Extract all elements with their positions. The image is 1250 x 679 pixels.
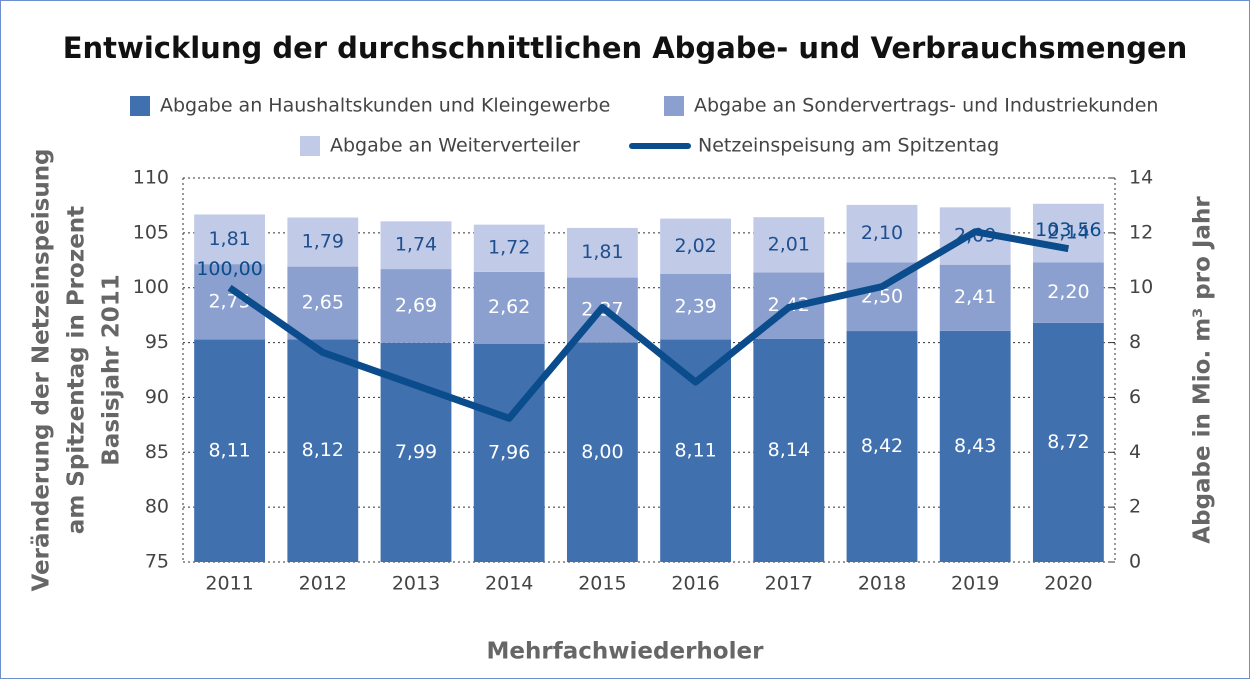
- data-label: 103,56: [1035, 219, 1101, 241]
- data-label: 100,00: [196, 258, 262, 280]
- data-label: 8,11: [674, 439, 716, 461]
- y2-tick-label: 2: [1129, 496, 1141, 518]
- x-tick-label: 2014: [485, 573, 533, 595]
- bar-segment: [287, 266, 359, 340]
- data-label: 2,02: [674, 235, 716, 257]
- y2-tick-label: 6: [1129, 386, 1141, 408]
- bar-segment: [473, 343, 545, 562]
- y2-tick-label: 14: [1129, 167, 1153, 189]
- data-label: 2,39: [674, 295, 716, 317]
- bar-segment: [753, 217, 825, 273]
- data-label: 2,41: [954, 286, 996, 308]
- bar-segment: [473, 224, 545, 272]
- bar-segment: [287, 217, 359, 267]
- data-label: 1,72: [488, 237, 530, 259]
- data-label: 2,62: [488, 296, 530, 318]
- y-tick-label: 110: [133, 167, 169, 189]
- x-tick-label: 2017: [765, 573, 813, 595]
- x-tick-label: 2011: [205, 573, 253, 595]
- x-tick-label: 2020: [1044, 573, 1092, 595]
- data-label: 1,81: [581, 241, 623, 263]
- legend-swatch: [664, 96, 684, 116]
- bar-segment: [1032, 203, 1104, 263]
- y-tick-label: 95: [145, 331, 169, 353]
- legend-label: Abgabe an Sondervertrags- und Industriek…: [694, 95, 1158, 117]
- y-tick-label: 105: [133, 221, 169, 243]
- data-label: 8,43: [954, 435, 996, 457]
- x-tick-label: 2015: [578, 573, 626, 595]
- data-label: 8,11: [208, 439, 250, 461]
- data-label: 2,10: [861, 222, 903, 244]
- bar-segment: [380, 269, 452, 343]
- y-tick-label: 85: [145, 441, 169, 463]
- y-tick-label: 80: [145, 496, 169, 518]
- data-label: 8,12: [302, 439, 344, 461]
- y-axis-label: Veränderung der Netzeinspeisung: [29, 148, 55, 591]
- bar-segment: [287, 339, 359, 562]
- bar-segment: [380, 221, 452, 270]
- data-label: 8,00: [581, 441, 623, 463]
- y-tick-label: 75: [145, 551, 169, 573]
- y2-tick-label: 10: [1129, 276, 1153, 298]
- bar-segment: [660, 218, 732, 274]
- data-label: 8,42: [861, 435, 903, 457]
- data-label: 8,14: [768, 439, 810, 461]
- bar-segment: [753, 338, 825, 562]
- data-label: 2,69: [395, 294, 437, 316]
- data-label: 1,81: [208, 228, 250, 250]
- bar-segment: [846, 204, 918, 263]
- x-tick-label: 2019: [951, 573, 999, 595]
- legend-label: Netzeinspeisung am Spitzentag: [698, 135, 999, 157]
- y-axis-label: am Spitzentag in Prozent: [64, 206, 90, 534]
- bar-segment: [660, 339, 732, 562]
- legend-swatch: [130, 96, 150, 116]
- chart-title: Entwicklung der durchschnittlichen Abgab…: [63, 31, 1188, 65]
- bar-segment: [1032, 262, 1104, 323]
- legend-label: Abgabe an Weiterverteiler: [330, 135, 580, 157]
- x-tick-label: 2012: [299, 573, 347, 595]
- x-tick-label: 2016: [671, 573, 719, 595]
- bar-segment: [194, 214, 266, 265]
- bar-segment: [939, 264, 1011, 331]
- bar-segment: [939, 330, 1011, 562]
- legend-label: Abgabe an Haushaltskunden und Kleingewer…: [160, 95, 610, 117]
- y2-axis-label: Abgabe in Mio. m³ pro Jahr: [1190, 196, 1216, 544]
- x-axis-label: Mehrfachwiederholer: [487, 639, 765, 665]
- y2-tick-label: 12: [1129, 221, 1153, 243]
- legend-swatch: [300, 136, 320, 156]
- bar-segment: [846, 331, 918, 562]
- y-tick-label: 100: [133, 276, 169, 298]
- data-label: 7,99: [395, 441, 437, 463]
- y2-tick-label: 0: [1129, 551, 1141, 573]
- x-tick-label: 2013: [392, 573, 440, 595]
- line: [227, 228, 1070, 422]
- bar-segment: [473, 271, 545, 344]
- data-label: 2,65: [302, 291, 344, 313]
- y2-tick-label: 4: [1129, 441, 1141, 463]
- y-axis-label: Basisjahr 2011: [99, 274, 125, 465]
- data-label: 2,01: [768, 233, 810, 255]
- x-tick-label: 2018: [858, 573, 906, 595]
- y2-tick-label: 8: [1129, 331, 1141, 353]
- bar-segment: [194, 339, 266, 562]
- y-tick-label: 90: [145, 386, 169, 408]
- data-label: 2,20: [1047, 281, 1089, 303]
- data-label: 1,79: [302, 231, 344, 253]
- data-label: 2,14: [1047, 222, 1089, 244]
- bar-segment: [566, 227, 638, 278]
- bar-segment: [566, 342, 638, 562]
- data-label: 7,96: [488, 441, 530, 463]
- data-label: 1,74: [395, 234, 437, 256]
- bar-segment: [1032, 322, 1104, 562]
- bar-segment: [660, 274, 732, 340]
- data-label: 8,72: [1047, 431, 1089, 453]
